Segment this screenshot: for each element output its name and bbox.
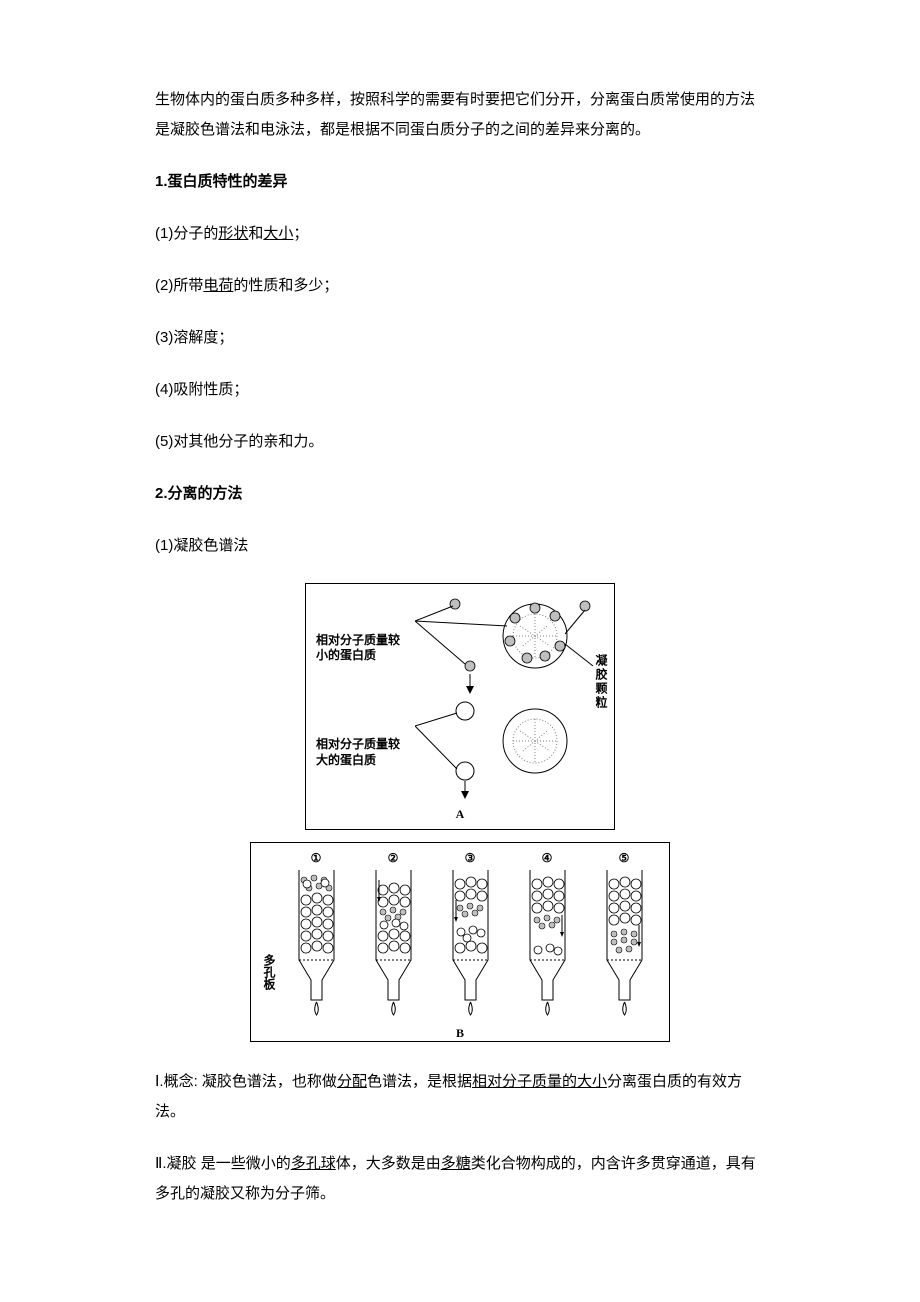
item1-underline2: 大小 [263,225,293,242]
item-2: (2)所带电荷的性质和多少； [155,271,765,301]
concept-ii-u2: 多糖 [441,1155,471,1172]
diagram-b-col-5: ⑤ [589,851,659,1024]
diagram-b-side-label: 多孔板 [261,954,278,990]
item-3: (3)溶解度； [155,323,765,353]
column-svg-1 [289,870,344,1020]
diagram-b-col-1: ① [281,851,351,1024]
diagram-b-col-3: ③ [435,851,505,1024]
figure-wrap: 相对分子质量较小的蛋白质 [155,583,765,1042]
item1-mid: 和 [248,225,263,242]
col-label-1: ① [281,851,351,866]
item2-underline1: 电荷 [203,277,233,294]
col-label-5: ⑤ [589,851,659,866]
concept-ii: Ⅱ.凝胶 是一些微小的多孔球体，大多数是由多糖类化合物构成的，内含许多贯穿通道，… [155,1149,765,1209]
diagram-a-side-label: 凝胶颗粒 [592,654,608,710]
section1-title: 1.蛋白质特性的差异 [155,167,765,197]
item1-underline1: 形状 [218,225,248,242]
diagram-a-label-small: 相对分子质量较小的蛋白质 [316,633,411,664]
item1-prefix: (1)分子的 [155,225,218,242]
item-1: (1)分子的形状和大小； [155,219,765,249]
concept-i-u1: 分配 [337,1073,367,1090]
diagram-a: 相对分子质量较小的蛋白质 [305,583,615,830]
section2-item1: (1)凝胶色谱法 [155,531,765,561]
col-label-4: ④ [512,851,582,866]
concept-ii-prefix: Ⅱ.凝胶 是一些微小的 [155,1155,291,1172]
column-svg-4 [520,870,575,1020]
column-svg-3 [443,870,498,1020]
diagram-b-col-4: ④ [512,851,582,1024]
item1-suffix: ； [293,225,308,242]
diagram-a-caption: A [316,807,604,823]
diagram-a-label-large: 相对分子质量较大的蛋白质 [316,737,411,768]
concept-ii-mid1: 体，大多数是由 [336,1155,441,1172]
concept-ii-u1: 多孔球 [291,1155,336,1172]
diagram-a-svg-top [415,596,600,696]
diagram-a-svg-bottom [415,701,600,801]
column-svg-2 [366,870,421,1020]
item2-prefix: (2)所带 [155,277,203,294]
section2-title: 2.分离的方法 [155,479,765,509]
item-4: (4)吸附性质； [155,375,765,405]
concept-i-mid1: 色谱法，是根据 [367,1073,472,1090]
diagram-b: 多孔板 ① [250,842,670,1042]
diagram-b-col-2: ② [358,851,428,1024]
item-5: (5)对其他分子的亲和力。 [155,427,765,457]
concept-i-prefix: Ⅰ.概念: 凝胶色谱法，也称做 [155,1073,337,1090]
concept-i: Ⅰ.概念: 凝胶色谱法，也称做分配色谱法，是根据相对分子质量的大小分离蛋白质的有… [155,1067,765,1127]
col-label-3: ③ [435,851,505,866]
intro-paragraph: 生物体内的蛋白质多种多样，按照科学的需要有时要把它们分开，分离蛋白质常使用的方法… [155,85,765,145]
column-svg-5 [597,870,652,1020]
col-label-2: ② [358,851,428,866]
diagram-b-caption: B [261,1026,659,1041]
item2-suffix: 的性质和多少； [233,277,338,294]
concept-i-u2: 相对分子质量的大小 [472,1073,607,1090]
